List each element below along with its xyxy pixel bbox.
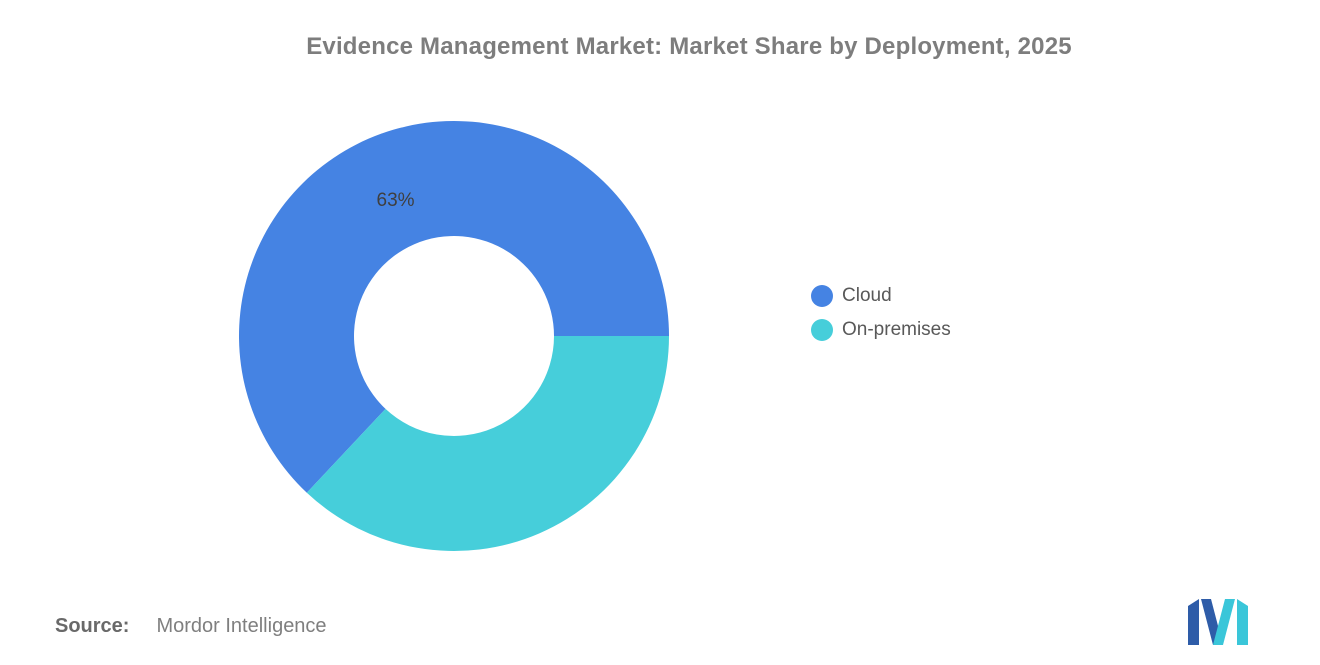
chart-title: Evidence Management Market: Market Share… — [306, 33, 1072, 60]
legend-item-cloud: Cloud — [811, 284, 951, 308]
legend-label-cloud: Cloud — [842, 285, 892, 306]
donut-chart: 63% — [238, 120, 670, 552]
logo-right-diagonal — [1213, 599, 1235, 645]
slice-label-cloud: 63% — [377, 190, 415, 211]
legend-item-on-premises: On-premises — [811, 318, 951, 342]
logo-right-bar — [1237, 599, 1248, 645]
source-row: Source: Mordor Intelligence — [55, 615, 327, 638]
legend-label-on-premises: On-premises — [842, 319, 951, 340]
source-value: Mordor Intelligence — [156, 615, 327, 637]
donut-slice-on-premises — [306, 336, 669, 551]
source-label: Source: — [55, 615, 130, 637]
legend-swatch-cloud — [811, 285, 833, 307]
logo-left-bar — [1188, 599, 1199, 645]
legend-swatch-on-premises — [811, 319, 833, 341]
donut-slice-cloud — [238, 120, 670, 493]
mordor-intelligence-logo — [1188, 599, 1248, 645]
donut-chart-svg: 63% — [238, 120, 670, 551]
legend: Cloud On-premises — [811, 284, 951, 352]
